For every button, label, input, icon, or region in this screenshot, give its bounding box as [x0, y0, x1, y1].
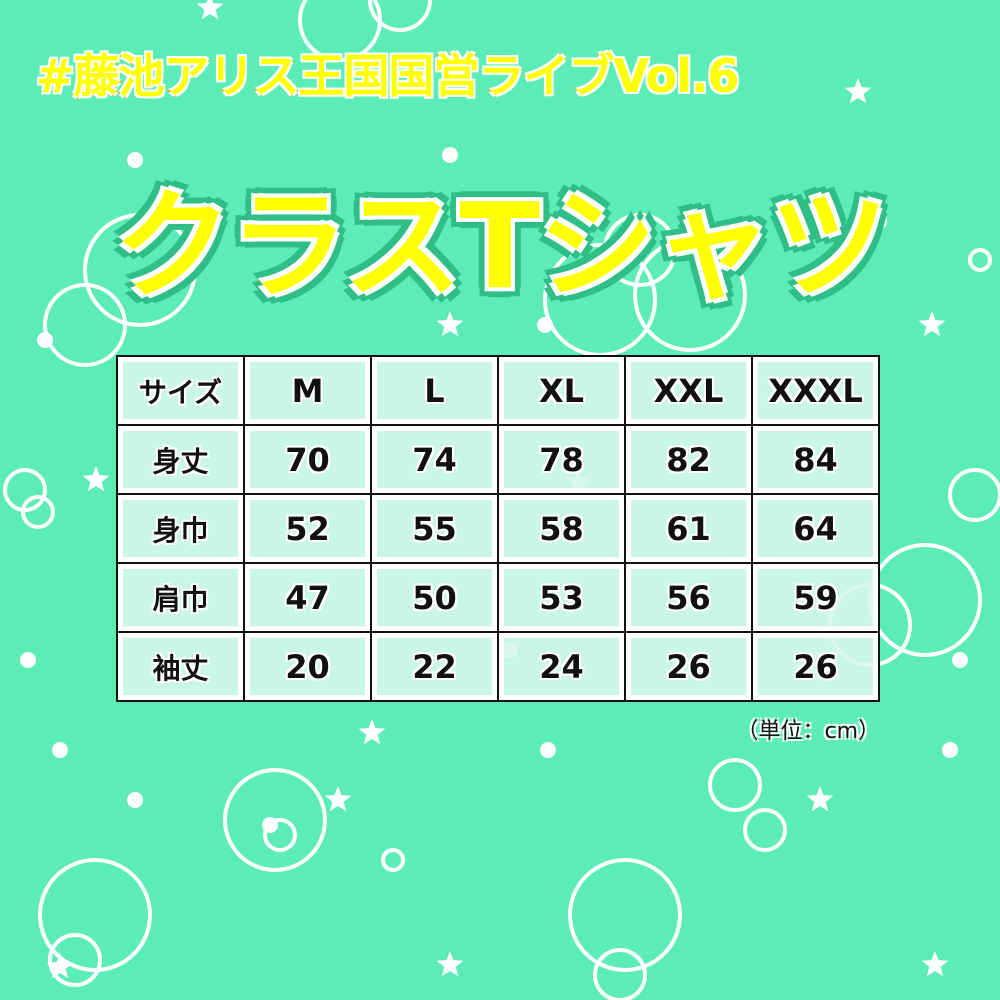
star-icon	[806, 786, 834, 812]
bubble-dot	[540, 742, 556, 758]
bubble-dot	[37, 332, 53, 348]
table-cell: 82	[624, 424, 753, 495]
star-icon	[196, 0, 224, 20]
event-subtitle: #藤池アリス王国国営ライブVol.6	[34, 48, 740, 105]
bubble-dot	[52, 742, 68, 758]
table-cell: 59	[751, 562, 880, 633]
bubble-ring	[743, 808, 787, 852]
table-cell: 74	[370, 424, 499, 495]
table-header-row: サイズ M L XL XXL XXXL	[116, 355, 880, 426]
bubble-ring	[593, 948, 647, 1000]
row-label: 身丈	[116, 424, 245, 495]
table-cell: 50	[370, 562, 499, 633]
table-row: 身丈 70 74 78 82 84	[116, 424, 880, 495]
table-cell: 47	[243, 562, 372, 633]
table-cell: 55	[370, 493, 499, 564]
header-cell: L	[370, 355, 499, 426]
header-cell: XXXL	[751, 355, 880, 426]
table-cell: 58	[497, 493, 626, 564]
table-cell: 24	[497, 631, 626, 702]
unit-note: （単位：cm）	[736, 719, 880, 744]
bubble-ring	[868, 543, 982, 657]
table-cell: 26	[751, 631, 880, 702]
bubble-ring	[708, 758, 762, 812]
table-row: 肩巾 47 50 53 56 59	[116, 562, 880, 633]
bubble-ring	[21, 495, 55, 529]
row-label: 肩巾	[116, 562, 245, 633]
bubble-ring	[633, 238, 747, 352]
table-cell: 22	[370, 631, 499, 702]
table-cell: 78	[497, 424, 626, 495]
table-cell: 70	[243, 424, 372, 495]
bubble-dot	[127, 152, 143, 168]
bubble-ring	[948, 468, 1000, 522]
star-icon	[324, 786, 352, 812]
bubble-ring	[43, 283, 127, 367]
star-icon	[436, 311, 464, 337]
table-cell: 84	[751, 424, 880, 495]
bubble-ring	[603, 213, 677, 287]
row-label: 身巾	[116, 493, 245, 564]
table-cell: 64	[751, 493, 880, 564]
bubble-dot	[262, 817, 278, 833]
bubble-dot	[442, 147, 458, 163]
table-row: 袖丈 20 22 24 26 26	[116, 631, 880, 702]
header-cell: XXL	[624, 355, 753, 426]
table-cell: 53	[497, 562, 626, 633]
table-cell: 52	[243, 493, 372, 564]
bubble-ring	[543, 243, 657, 357]
star-icon	[844, 78, 872, 104]
star-icon	[436, 951, 464, 977]
bubble-ring	[368, 0, 432, 32]
table-cell: 56	[624, 562, 753, 633]
bubble-ring	[381, 848, 405, 872]
bubble-dot	[537, 317, 553, 333]
bubble-ring	[48, 933, 102, 987]
bubble-ring	[38, 858, 152, 972]
size-chart-table: サイズ M L XL XXL XXXL 身丈 70 74 78 82 84 身巾…	[116, 355, 880, 702]
header-cell: XL	[497, 355, 626, 426]
bubble-ring	[568, 858, 682, 972]
table-row: 身巾 52 55 58 61 64	[116, 493, 880, 564]
star-icon	[46, 953, 74, 979]
header-cell: M	[243, 355, 372, 426]
star-icon	[918, 311, 946, 337]
bubble-ring	[263, 818, 297, 852]
star-icon	[358, 719, 386, 745]
bubble-dot	[942, 742, 958, 758]
star-icon	[82, 466, 110, 492]
bubble-dot	[127, 792, 143, 808]
header-cell: サイズ	[116, 355, 245, 426]
row-label: 袖丈	[116, 631, 245, 702]
bubble-ring	[83, 213, 197, 327]
star-icon	[921, 951, 949, 977]
page-title: クラスTシャツ	[111, 174, 891, 318]
bubble-dot	[20, 652, 36, 668]
bubble-dot	[952, 652, 968, 668]
bubble-ring	[968, 248, 992, 272]
table-cell: 61	[624, 493, 753, 564]
table-cell: 26	[624, 631, 753, 702]
bubble-ring	[223, 768, 327, 872]
table-cell: 20	[243, 631, 372, 702]
bubble-ring	[863, 208, 887, 232]
